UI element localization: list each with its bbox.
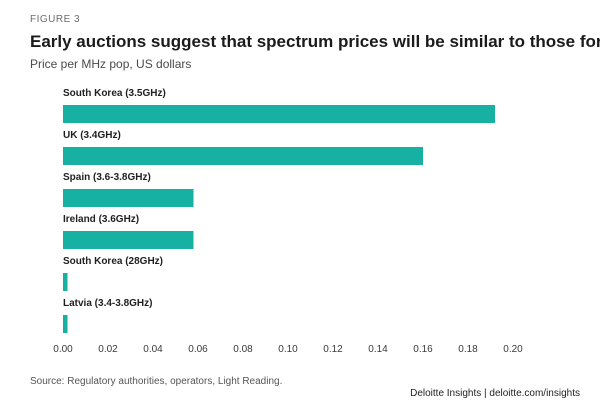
x-tick-label: 0.12 — [323, 344, 343, 355]
bar — [63, 231, 194, 249]
x-tick-label: 0.14 — [368, 344, 388, 355]
bar — [63, 147, 423, 165]
source-note: Source: Regulatory authorities, operator… — [30, 376, 283, 387]
bar — [63, 105, 495, 123]
x-tick-label: 0.10 — [278, 344, 298, 355]
category-label: South Korea (28GHz) — [63, 256, 163, 267]
category-label: Latvia (3.4-3.8GHz) — [63, 298, 152, 309]
x-tick-label: 0.16 — [413, 344, 433, 355]
bar — [63, 189, 194, 207]
x-tick-label: 0.08 — [233, 344, 253, 355]
x-tick-label: 0.04 — [143, 344, 163, 355]
x-tick-label: 0.18 — [458, 344, 478, 355]
category-label: UK (3.4GHz) — [63, 130, 121, 141]
x-tick-label: 0.20 — [503, 344, 523, 355]
bar — [63, 315, 68, 333]
x-tick-label: 0.06 — [188, 344, 208, 355]
category-label: Ireland (3.6GHz) — [63, 214, 139, 225]
bar — [63, 273, 68, 291]
chart-title: Early auctions suggest that spectrum pri… — [30, 32, 600, 51]
figure-label: FIGURE 3 — [30, 14, 81, 25]
category-label: Spain (3.6-3.8GHz) — [63, 172, 151, 183]
category-label: South Korea (3.5GHz) — [63, 88, 166, 99]
publisher-credit: Deloitte Insights | deloitte.com/insight… — [410, 388, 580, 399]
x-tick-label: 0.00 — [53, 344, 73, 355]
x-tick-label: 0.02 — [98, 344, 118, 355]
chart-subtitle: Price per MHz pop, US dollars — [30, 57, 192, 71]
